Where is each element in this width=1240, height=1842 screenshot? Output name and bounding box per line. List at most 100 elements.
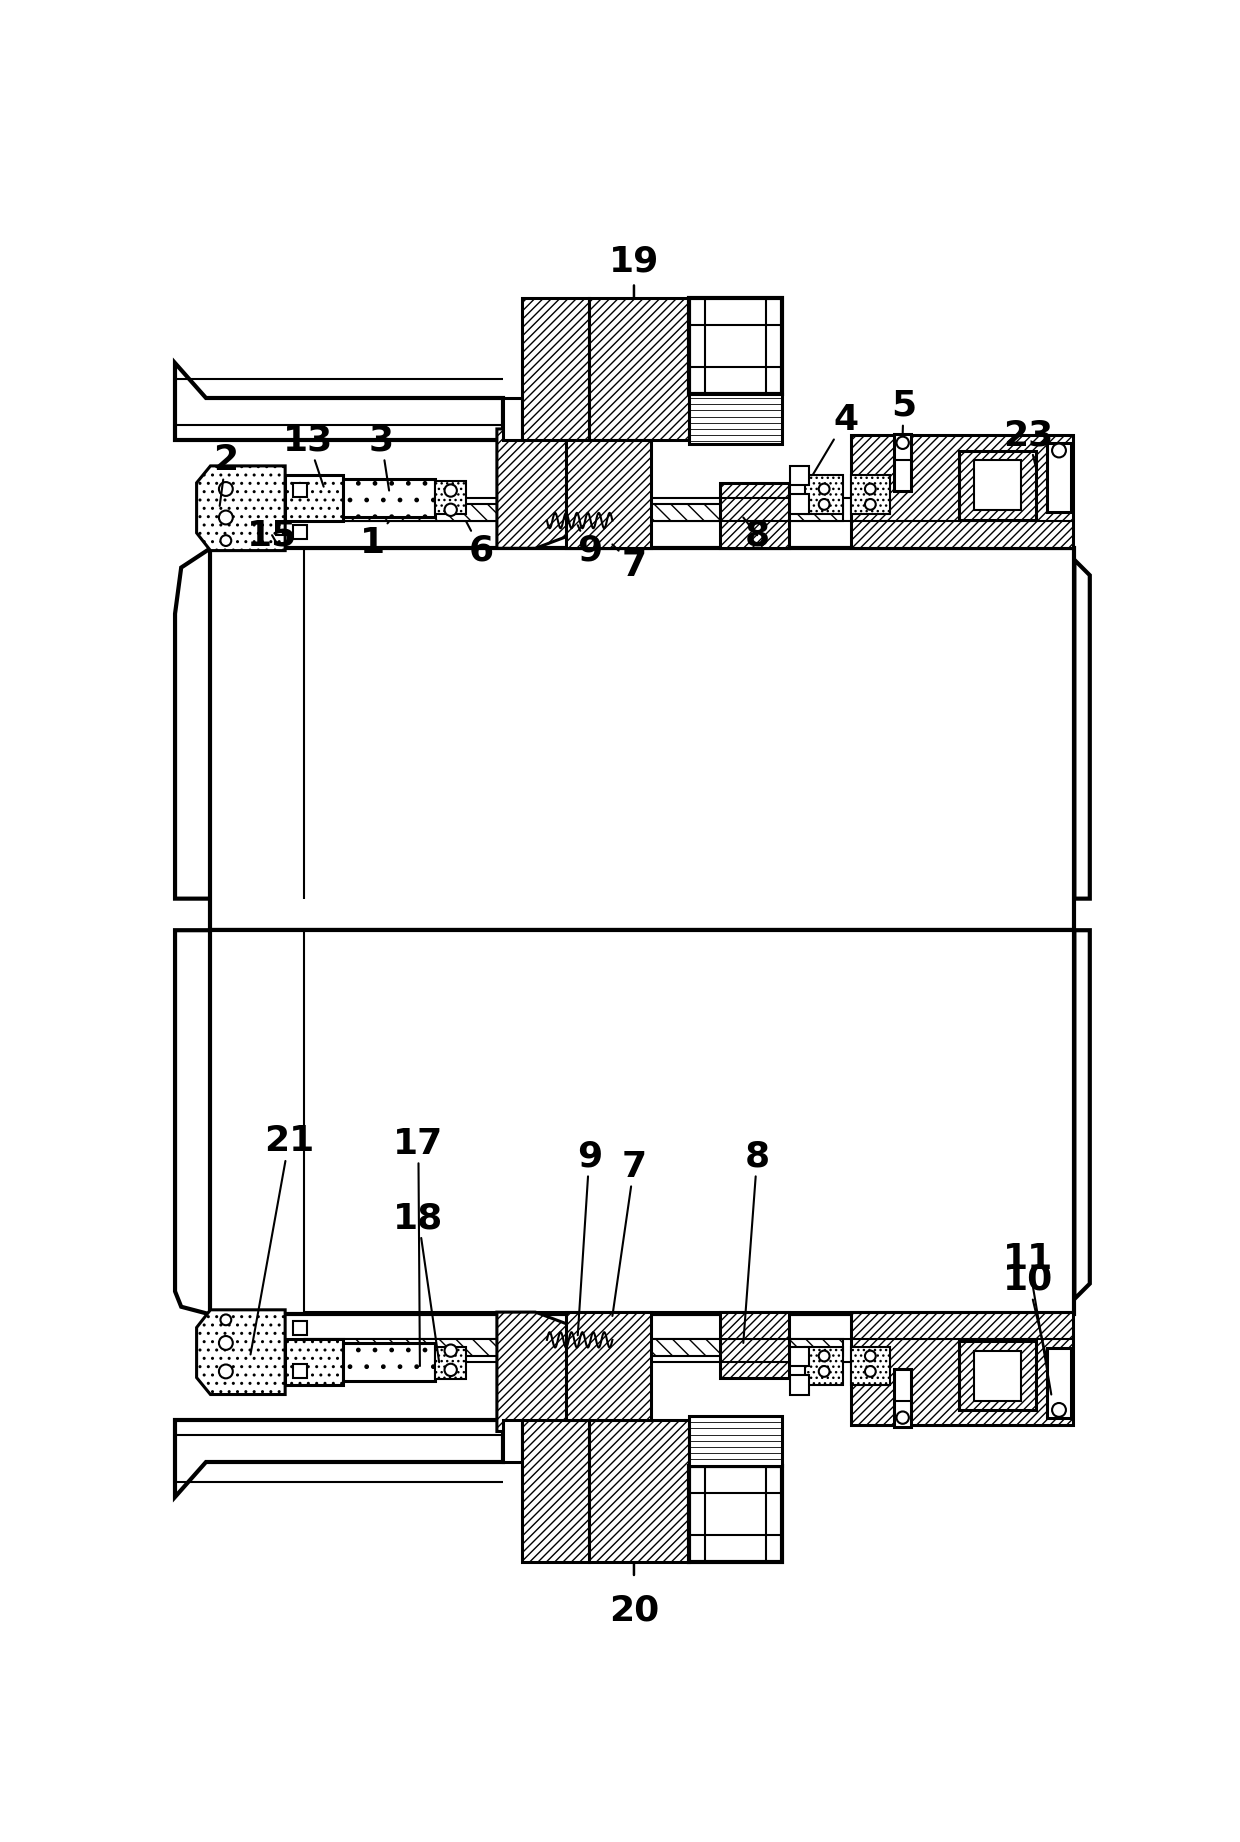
Text: 19: 19 bbox=[609, 245, 660, 278]
Text: 13: 13 bbox=[283, 424, 334, 486]
Bar bbox=[851, 1347, 889, 1385]
Bar bbox=[293, 483, 306, 497]
Bar bbox=[435, 481, 466, 514]
Text: 2: 2 bbox=[213, 442, 238, 507]
Bar bbox=[211, 549, 1074, 930]
Bar bbox=[435, 1347, 466, 1380]
Text: 17: 17 bbox=[393, 1127, 444, 1367]
Bar bbox=[790, 1376, 808, 1394]
Circle shape bbox=[1052, 1404, 1066, 1416]
Text: 23: 23 bbox=[1003, 418, 1053, 468]
Bar bbox=[503, 398, 522, 440]
Bar bbox=[720, 1312, 790, 1378]
Bar bbox=[1048, 442, 1070, 512]
Circle shape bbox=[866, 499, 875, 510]
Text: 7: 7 bbox=[613, 545, 646, 584]
Polygon shape bbox=[567, 1312, 651, 1420]
Circle shape bbox=[221, 1315, 231, 1324]
Text: 15: 15 bbox=[247, 518, 298, 553]
Circle shape bbox=[219, 1335, 233, 1350]
Text: 11: 11 bbox=[1003, 1242, 1053, 1394]
Bar bbox=[1048, 1348, 1070, 1418]
Polygon shape bbox=[175, 930, 211, 1315]
Bar bbox=[790, 1347, 808, 1367]
Polygon shape bbox=[175, 363, 503, 440]
Text: 21: 21 bbox=[250, 1124, 314, 1354]
Circle shape bbox=[897, 437, 909, 449]
Polygon shape bbox=[851, 435, 1073, 549]
Circle shape bbox=[221, 536, 231, 545]
Bar bbox=[975, 460, 1021, 510]
Polygon shape bbox=[589, 298, 689, 440]
Polygon shape bbox=[175, 1420, 503, 1498]
Polygon shape bbox=[689, 298, 781, 394]
Bar bbox=[790, 466, 808, 484]
Polygon shape bbox=[1074, 930, 1090, 1299]
Bar bbox=[894, 1369, 911, 1428]
Bar bbox=[211, 930, 1074, 1315]
Circle shape bbox=[866, 484, 875, 494]
Text: 4: 4 bbox=[812, 403, 858, 475]
Text: 3: 3 bbox=[368, 424, 394, 490]
Polygon shape bbox=[497, 1312, 596, 1431]
Text: 1: 1 bbox=[360, 521, 389, 560]
Polygon shape bbox=[567, 440, 651, 549]
Bar bbox=[790, 494, 808, 514]
Circle shape bbox=[866, 1367, 875, 1376]
Circle shape bbox=[444, 503, 456, 516]
Bar bbox=[959, 1341, 1035, 1409]
Circle shape bbox=[219, 483, 233, 495]
Bar bbox=[304, 1339, 843, 1356]
Bar bbox=[689, 1416, 781, 1466]
Circle shape bbox=[818, 1350, 830, 1361]
Text: 8: 8 bbox=[743, 518, 770, 553]
Circle shape bbox=[219, 1365, 233, 1378]
Polygon shape bbox=[522, 298, 589, 440]
Circle shape bbox=[897, 1411, 909, 1424]
Circle shape bbox=[818, 499, 830, 510]
Polygon shape bbox=[689, 1466, 781, 1562]
Bar bbox=[805, 475, 843, 514]
Text: 6: 6 bbox=[466, 521, 494, 567]
Text: 7: 7 bbox=[613, 1149, 646, 1315]
Bar bbox=[720, 483, 790, 549]
Circle shape bbox=[818, 484, 830, 494]
Polygon shape bbox=[285, 1339, 343, 1385]
Polygon shape bbox=[589, 1420, 689, 1562]
Bar bbox=[959, 451, 1035, 519]
Circle shape bbox=[444, 1363, 456, 1376]
Polygon shape bbox=[497, 429, 596, 549]
Text: 8: 8 bbox=[743, 1140, 770, 1343]
Text: 20: 20 bbox=[609, 1593, 660, 1628]
Circle shape bbox=[818, 1367, 830, 1376]
Polygon shape bbox=[343, 1343, 435, 1382]
Bar bbox=[304, 505, 843, 521]
Bar bbox=[503, 1420, 522, 1463]
Polygon shape bbox=[1074, 560, 1090, 899]
Text: 9: 9 bbox=[577, 525, 601, 567]
Polygon shape bbox=[851, 1312, 1073, 1426]
Circle shape bbox=[219, 510, 233, 525]
Circle shape bbox=[866, 1350, 875, 1361]
Bar bbox=[975, 1350, 1021, 1400]
Polygon shape bbox=[522, 1420, 589, 1562]
Circle shape bbox=[444, 1345, 456, 1358]
Text: 10: 10 bbox=[1003, 1264, 1053, 1363]
Circle shape bbox=[1052, 444, 1066, 457]
Bar bbox=[293, 525, 306, 540]
Text: 9: 9 bbox=[577, 1140, 601, 1335]
Polygon shape bbox=[285, 475, 343, 521]
Text: 18: 18 bbox=[393, 1201, 444, 1363]
Circle shape bbox=[444, 484, 456, 497]
Bar bbox=[689, 394, 781, 444]
Bar bbox=[894, 433, 911, 492]
Bar bbox=[805, 1347, 843, 1385]
Bar bbox=[293, 1321, 306, 1335]
Polygon shape bbox=[175, 549, 211, 899]
Text: 5: 5 bbox=[890, 389, 916, 433]
Polygon shape bbox=[343, 479, 435, 518]
Bar bbox=[851, 475, 889, 514]
Polygon shape bbox=[197, 1310, 285, 1394]
Polygon shape bbox=[197, 466, 285, 551]
Bar bbox=[293, 1363, 306, 1378]
